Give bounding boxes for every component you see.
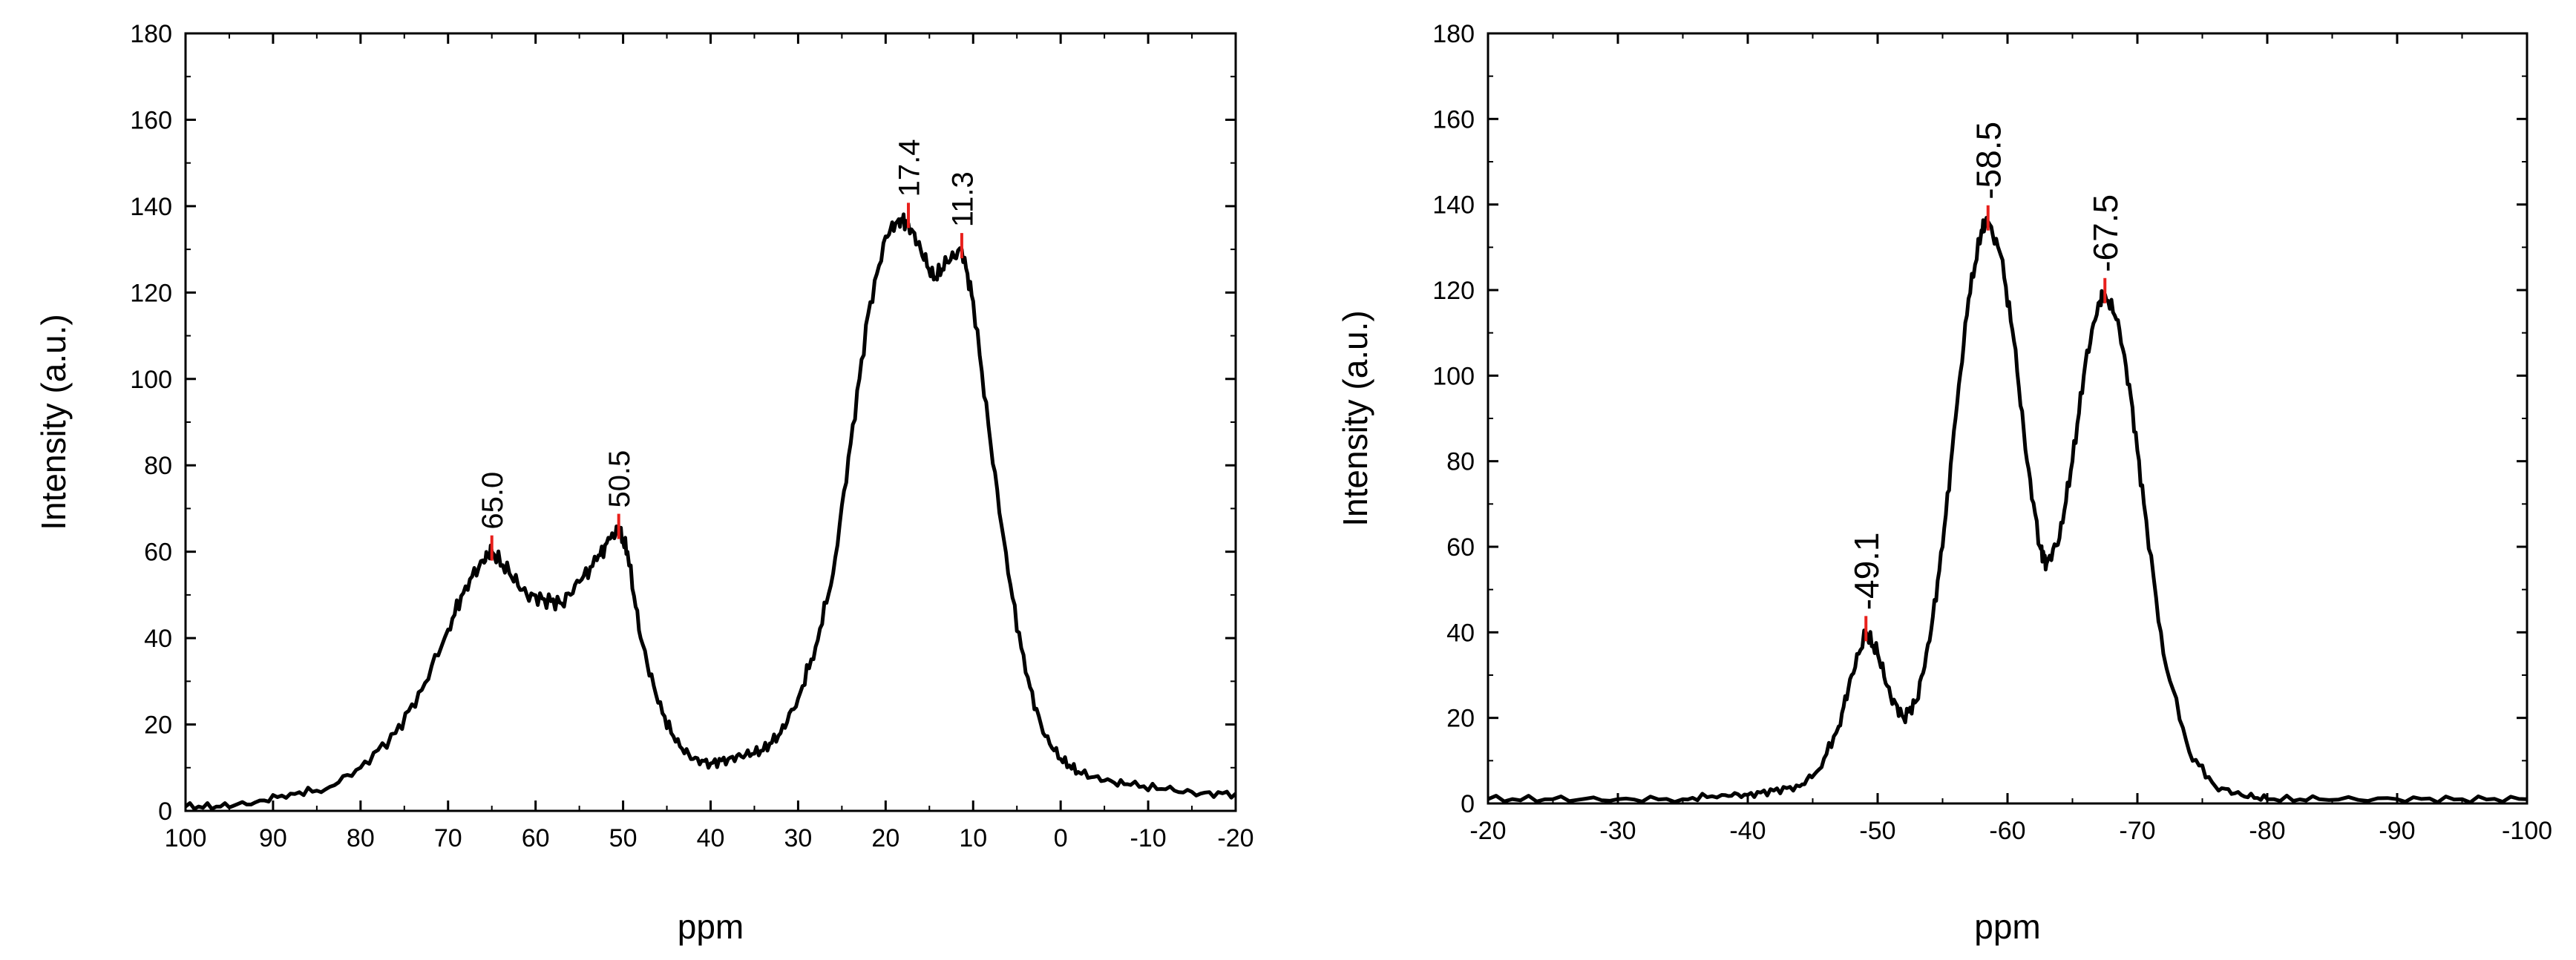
y-tick-label: 160	[1432, 105, 1475, 134]
x-tick-labels: -20 -30 -40 -50 -60 -70 -80 -90 -100	[1469, 817, 2552, 845]
x-tick-label: -20	[1217, 824, 1253, 852]
y-tick-labels: 0 20 40 60 80 100 120 140 160 180	[1432, 20, 1475, 818]
spectrum-line	[1487, 216, 2528, 805]
peak-annotations: 65.0 50.5 17.4 11.3	[476, 139, 979, 561]
y-axis-title: Intensity (a.u.)	[1336, 310, 1374, 526]
x-tick-label: 40	[697, 824, 725, 852]
peak-label: -67.5	[2086, 194, 2125, 272]
x-tick-label: 30	[784, 824, 813, 852]
x-tick-label: 0	[1054, 824, 1068, 852]
peak-label: -49.1	[1847, 532, 1886, 610]
peak-annotations: -49.1 -58.5 -67.5	[1847, 122, 2125, 642]
x-tick-label: 10	[959, 824, 987, 852]
y-tick-label: 20	[1446, 705, 1475, 733]
y-tick-label: 80	[1446, 448, 1475, 476]
peak-label: -58.5	[1969, 122, 2008, 200]
x-tick-label: -90	[2379, 817, 2415, 845]
peak-label: 17.4	[893, 139, 925, 197]
x-tick-label: 100	[165, 824, 207, 852]
x-tick-label: 90	[259, 824, 287, 852]
y-tick-label: 0	[1461, 790, 1475, 818]
x-tick-label: 50	[609, 824, 638, 852]
x-tick-labels: 100 90 80 70 60 50 40 30 20 10 0 -10 -20	[165, 824, 1254, 852]
chart-panel-right: 0 20 40 60 80 100 120 140 160 180 -20 -30 -40 -50 -60…	[1336, 20, 2552, 946]
peak-label: 65.0	[476, 472, 509, 530]
x-axis-title: ppm	[678, 907, 744, 946]
plot-frame	[184, 32, 1237, 812]
x-tick-label: 60	[522, 824, 550, 852]
x-tick-label: 80	[347, 824, 375, 852]
y-tick-label: 40	[144, 625, 172, 653]
y-tick-label: 120	[1432, 277, 1475, 305]
y-tick-label: 140	[1432, 191, 1475, 220]
y-tick-label: 80	[144, 452, 172, 480]
y-tick-label: 180	[1432, 20, 1475, 48]
y-tick-label: 100	[130, 366, 172, 394]
x-tick-label: -100	[2502, 817, 2552, 845]
spectrum-line	[184, 212, 1237, 811]
x-tick-label: -70	[2119, 817, 2155, 845]
x-tick-label: -80	[2249, 817, 2285, 845]
y-tick-label: 0	[158, 798, 172, 826]
x-tick-label: 20	[871, 824, 899, 852]
y-tick-label: 140	[130, 193, 172, 221]
x-tick-label: -10	[1130, 824, 1167, 852]
y-tick-label: 120	[130, 279, 172, 307]
y-tick-label: 60	[144, 539, 172, 567]
y-tick-label: 40	[1446, 619, 1475, 647]
y-tick-label: 100	[1432, 362, 1475, 390]
x-tick-label: -60	[1989, 817, 2025, 845]
y-tick-label: 160	[130, 106, 172, 134]
x-tick-label: -30	[1599, 817, 1636, 845]
x-tick-label: -20	[1469, 817, 1506, 845]
x-tick-label: 70	[434, 824, 462, 852]
x-axis-title: ppm	[1974, 907, 2040, 946]
x-tick-label: -40	[1729, 817, 1766, 845]
axis-ticks	[184, 32, 1237, 812]
peak-label: 11.3	[946, 171, 979, 227]
y-tick-label: 60	[1446, 533, 1475, 562]
x-tick-label: -50	[1859, 817, 1895, 845]
y-axis-title: Intensity (a.u.)	[34, 314, 73, 530]
y-tick-label: 20	[144, 711, 172, 740]
peak-label: 50.5	[603, 450, 636, 508]
y-tick-labels: 0 20 40 60 80 100 120 140 160 180	[130, 20, 172, 826]
y-tick-label: 180	[130, 20, 172, 48]
